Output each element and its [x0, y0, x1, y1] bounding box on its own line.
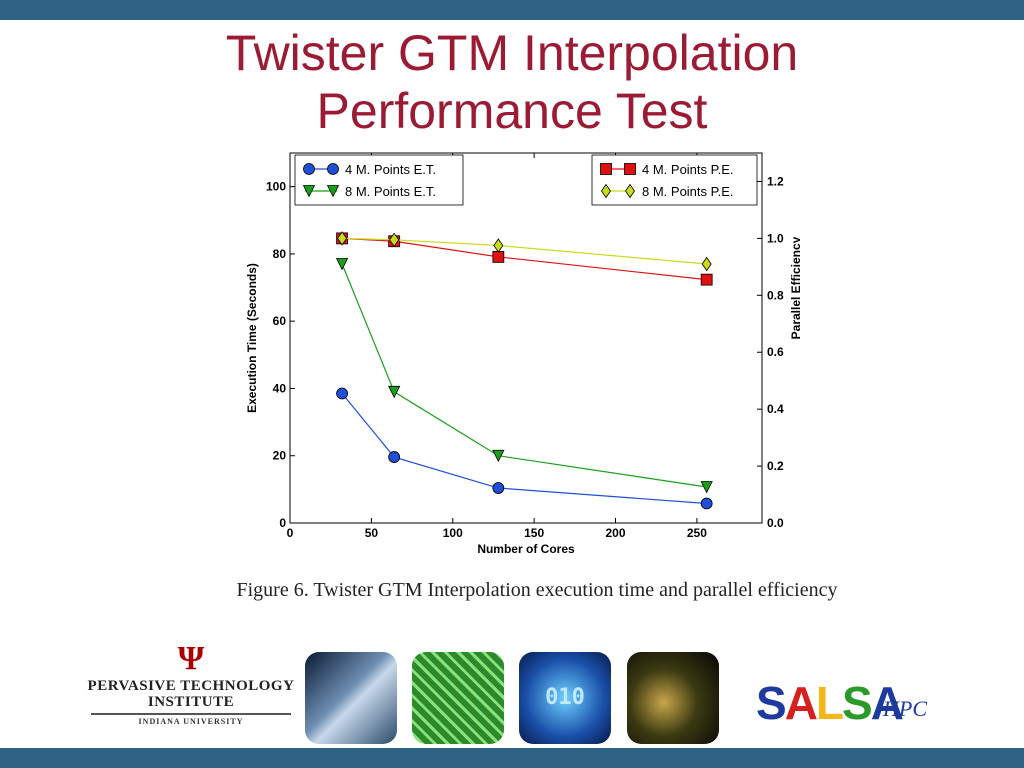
data-point-1 [388, 385, 401, 399]
data-point-3 [493, 238, 504, 253]
series-line-2 [342, 237, 707, 281]
legend-marker [327, 163, 339, 175]
salsa-logo-letter: L [815, 677, 844, 729]
data-point-0 [492, 482, 505, 494]
legend-marker [624, 163, 636, 175]
legend-marker [601, 183, 611, 199]
legend-marker [600, 163, 612, 175]
salsa-logo-letter: S [842, 677, 873, 729]
series-line-1 [341, 263, 707, 488]
pti-logo: Ψ PERVASIVE TECHNOLOGY INSTITUTE INDIANA… [86, 640, 296, 735]
data-point-2 [492, 250, 505, 263]
legend-marker [625, 183, 635, 199]
iu-trident-icon: Ψ [177, 640, 205, 677]
data-point-2 [700, 273, 713, 286]
y2-tick-label: 0.6 [767, 345, 784, 359]
x-axis-label: Number of Cores [477, 542, 575, 556]
x-tick-label: 0 [287, 526, 294, 540]
legend-label: 4 M. Points P.E. [642, 162, 734, 177]
salsa-logo: SALSA [756, 676, 904, 730]
network-map-image-tile [627, 652, 719, 744]
pti-name-line1: PERVASIVE TECHNOLOGY [87, 678, 295, 694]
x-tick-label: 100 [443, 526, 463, 540]
legend-label: 8 M. Points P.E. [642, 184, 734, 199]
legend-marker [326, 185, 340, 198]
title-line-1: Twister GTM Interpolation [225, 25, 799, 81]
legend-marker [302, 185, 316, 198]
data-point-3 [389, 232, 400, 248]
salsa-logo-letter: A [870, 677, 904, 729]
circuit-image-tile [412, 652, 504, 744]
screen-image-tile [305, 652, 397, 744]
data-point-3 [701, 256, 712, 272]
y2-tick-label: 1.2 [767, 174, 784, 188]
y2-tick-label: 0.8 [767, 288, 784, 302]
data-point-0 [388, 451, 401, 463]
legend-marker [303, 163, 315, 175]
x-tick-label: 150 [524, 526, 544, 540]
data-point-0 [700, 497, 713, 510]
x-tick-label: 50 [365, 526, 379, 540]
x-tick-label: 250 [687, 526, 707, 540]
legend-right [591, 154, 758, 206]
y2-axis-label: Parallel Efficiency [789, 236, 800, 339]
performance-chart: 0 50 100 150 200 250 0 20 40 60 80 100 0.0 0.2 0.4 0.6 0… [245, 152, 800, 556]
hpc-label: HPC [883, 696, 927, 721]
series-line-0 [341, 393, 707, 505]
y-tick-label: 100 [266, 180, 286, 194]
bottom-bar [0, 748, 1024, 768]
slide-title: Twister GTM Interpolation Performance Te… [0, 24, 1024, 140]
pti-name-line2: INSTITUTE [147, 694, 235, 710]
y2-tick-label: 0.4 [767, 402, 784, 416]
y2-tick-label: 0.0 [767, 516, 784, 530]
plot-frame [289, 152, 763, 524]
legend-left [294, 154, 464, 206]
figure-caption: Figure 6. Twister GTM Interpolation exec… [236, 579, 838, 601]
data-point-1 [335, 258, 349, 271]
series-line-3 [342, 237, 707, 265]
y-axis-label: Execution Time (Seconds) [245, 263, 259, 413]
y-tick-label: 20 [273, 449, 287, 463]
x-tick-label: 200 [606, 526, 626, 540]
y2-tick-label: 1.0 [767, 231, 784, 245]
binary-image-tile: 010 [519, 652, 611, 744]
salsa-logo-letter: S [756, 677, 787, 729]
y2-tick-label: 0.2 [767, 459, 784, 473]
legend-label: 4 M. Points E.T. [345, 162, 436, 177]
salsa-logo-letter: A [784, 677, 818, 729]
data-point-1 [492, 449, 505, 463]
data-point-0 [336, 387, 348, 400]
y-tick-label: 80 [273, 247, 287, 261]
data-point-1 [700, 481, 713, 494]
data-point-3 [337, 231, 348, 246]
y-tick-label: 60 [273, 314, 287, 328]
y-tick-label: 0 [279, 516, 286, 530]
pti-divider [91, 713, 291, 715]
top-bar [0, 0, 1024, 20]
legend-label: 8 M. Points E.T. [345, 184, 436, 199]
title-line-2: Performance Test [316, 83, 708, 139]
pti-university: INDIANA UNIVERSITY [138, 717, 244, 726]
y-tick-label: 40 [273, 381, 287, 395]
